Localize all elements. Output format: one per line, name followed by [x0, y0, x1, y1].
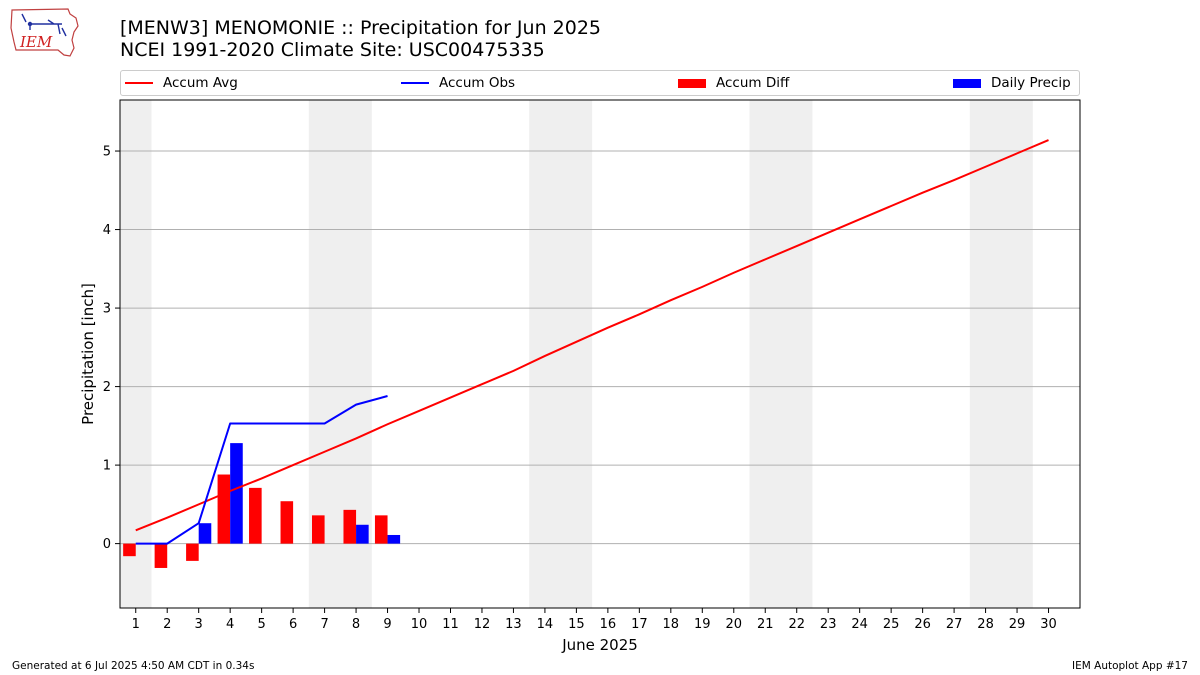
x-axis-label: June 2025: [561, 636, 638, 654]
ytick-label-2: 2: [103, 380, 111, 395]
accum-diff-bar-day-3: [186, 543, 199, 561]
xtick-label-25: 25: [883, 617, 900, 632]
xtick-label-26: 26: [914, 617, 931, 632]
legend-label-daily-precip: Daily Precip: [991, 75, 1071, 91]
logo-text: IEM: [19, 33, 53, 51]
legend-swatch-daily-precip: [953, 78, 981, 88]
xtick-label-12: 12: [474, 617, 491, 632]
xtick-label-29: 29: [1009, 617, 1026, 632]
xtick-label-15: 15: [568, 617, 585, 632]
footer-app: IEM Autoplot App #17: [1072, 660, 1188, 672]
legend-item-accum-diff: Accum Diff: [678, 71, 789, 95]
legend-swatch-accum-obs: [401, 82, 429, 84]
xtick-label-23: 23: [820, 617, 837, 632]
chart-title: [MENW3] MENOMONIE :: Precipitation for J…: [120, 17, 602, 39]
xtick-label-28: 28: [977, 617, 994, 632]
xtick-label-22: 22: [788, 617, 805, 632]
iem-logo: IEM: [10, 8, 79, 57]
weekend-shade-4: [969, 100, 1033, 608]
plot-frame: [119, 99, 1081, 609]
accum-diff-bar-day-1: [123, 543, 136, 557]
xtick-label-5: 5: [257, 617, 265, 632]
legend-item-accum-avg: Accum Avg: [125, 71, 238, 95]
legend-item-accum-obs: Accum Obs: [401, 71, 515, 95]
footer-generated: Generated at 6 Jul 2025 4:50 AM CDT in 0…: [12, 660, 255, 672]
ytick-label-4: 4: [103, 223, 111, 238]
legend: Accum Avg Accum Obs Accum Diff Daily Pre…: [120, 70, 1080, 96]
ytick-label-1: 1: [103, 459, 111, 474]
accum-avg-line: [135, 139, 1049, 532]
station-dot-icon: [27, 21, 33, 27]
xtick-label-13: 13: [505, 617, 522, 632]
xtick-label-4: 4: [226, 617, 234, 632]
weather-station-icon: [21, 13, 67, 37]
ytick-label-5: 5: [103, 145, 111, 160]
xtick-label-1: 1: [132, 617, 140, 632]
xtick-label-18: 18: [663, 617, 680, 632]
xtick-label-17: 17: [631, 617, 648, 632]
xtick-label-30: 30: [1040, 617, 1057, 632]
xtick-label-20: 20: [725, 617, 742, 632]
xtick-label-6: 6: [289, 617, 297, 632]
legend-swatch-accum-diff: [678, 78, 706, 88]
iowa-map-outline: [10, 8, 79, 57]
accum-obs-line: [135, 395, 388, 545]
xtick-label-21: 21: [757, 617, 774, 632]
legend-label-accum-diff: Accum Diff: [716, 75, 790, 91]
weekend-shading: [120, 100, 1033, 608]
xtick-label-14: 14: [537, 617, 554, 632]
x-axis-ticks: 1 2 3 4 5 6 7 8 9 10 11 12 13 14 15 16 17 18 19 20 21 22 23 24 2…: [132, 608, 1057, 632]
xtick-label-11: 11: [442, 617, 459, 632]
xtick-label-7: 7: [320, 617, 328, 632]
accum-diff-bar-day-7: [312, 515, 325, 544]
legend-swatch-accum-avg: [125, 82, 153, 84]
daily-precip-bar-day-3: [198, 523, 212, 544]
y-axis-ticks: 0 1 2 3 4 5: [103, 145, 120, 552]
lines: [135, 139, 1049, 545]
weekend-shade-2: [529, 100, 593, 608]
accum-diff-bar-day-6: [280, 501, 294, 544]
xtick-label-24: 24: [851, 617, 868, 632]
xtick-label-9: 9: [383, 617, 391, 632]
daily-precip-bar-day-4: [230, 443, 243, 544]
xtick-label-19: 19: [694, 617, 711, 632]
accum-diff-bar-day-8: [343, 509, 357, 544]
legend-item-daily-precip: Daily Precip: [953, 71, 1071, 95]
weekend-shade-3: [749, 100, 813, 608]
weekend-shade-0: [120, 100, 152, 608]
ytick-label-0: 0: [103, 537, 111, 552]
legend-label-accum-avg: Accum Avg: [163, 75, 238, 91]
accum-diff-bar-day-2: [154, 543, 168, 568]
ytick-label-3: 3: [103, 302, 111, 317]
daily-precip-bar-day-8: [356, 524, 369, 544]
xtick-label-27: 27: [946, 617, 963, 632]
xtick-label-16: 16: [600, 617, 617, 632]
grid-lines: [120, 150, 1080, 545]
xtick-label-10: 10: [411, 617, 428, 632]
legend-label-accum-obs: Accum Obs: [439, 75, 516, 91]
xtick-label-8: 8: [352, 617, 360, 632]
accum-diff-bar-day-5: [249, 487, 262, 544]
daily-precip-bar-day-9: [387, 534, 401, 544]
chart-subtitle: NCEI 1991-2020 Climate Site: USC00475335: [120, 39, 545, 61]
accum-diff-bar-day-9: [374, 515, 388, 544]
accum-diff-bar-day-4: [217, 474, 231, 544]
xtick-label-2: 2: [163, 617, 171, 632]
y-axis-label: Precipitation [inch]: [79, 283, 97, 425]
xtick-label-3: 3: [195, 617, 203, 632]
